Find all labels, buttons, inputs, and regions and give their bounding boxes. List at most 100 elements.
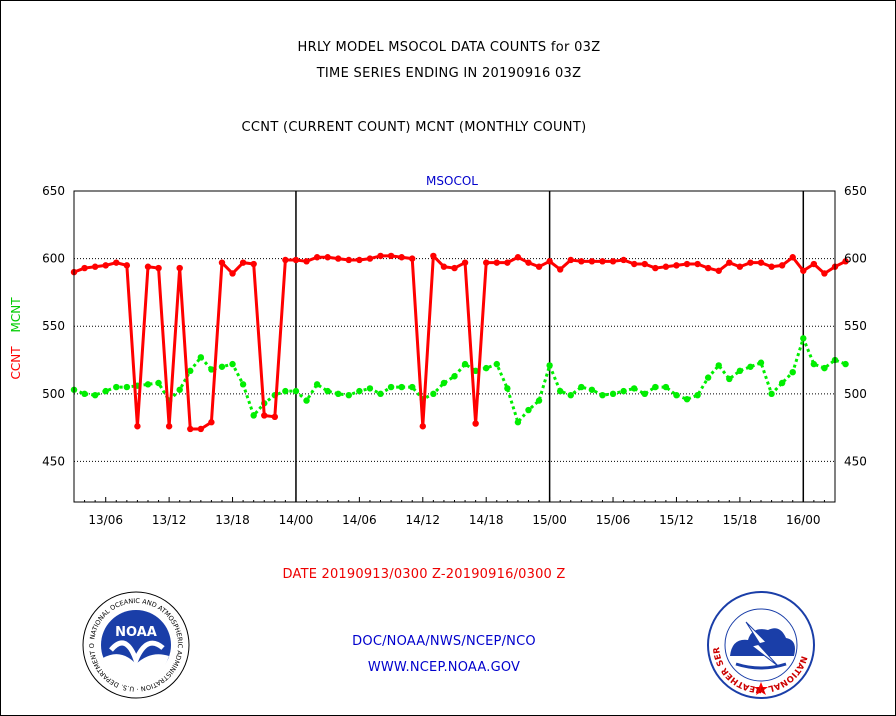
data-point-mcnt [187,367,194,375]
data-point-ccnt [768,263,775,270]
axis-layer: 650 650 600 600 550 550 500 500 450 450 13/06 13/12… [42,184,867,527]
data-point-mcnt [303,397,310,404]
data-point-ccnt [303,258,310,265]
x-tick-label: 15/00 [532,513,567,527]
data-point-ccnt [144,263,152,270]
data-point-ccnt [483,259,490,266]
data-point-mcnt [377,390,384,398]
data-point-mcnt [461,360,469,368]
data-point-ccnt [155,264,162,272]
data-point-mcnt [229,360,236,368]
data-point-mcnt [715,362,722,369]
data-point-ccnt [525,259,532,266]
data-point-ccnt [282,256,289,264]
data-point-mcnt [91,391,99,399]
y-tick-label-right: 600 [844,252,867,266]
data-point-mcnt [282,387,289,395]
data-point-ccnt [736,263,744,270]
data-point-mcnt [599,391,606,399]
series-layer [70,252,849,433]
data-point-mcnt [789,368,796,376]
data-point-mcnt [483,364,490,372]
data-point-ccnt [229,270,236,277]
data-point-mcnt [387,383,395,391]
data-point-mcnt [324,387,331,395]
y-tick-label-left: 500 [42,387,65,401]
data-point-mcnt [704,374,712,381]
data-point-mcnt [683,396,691,403]
data-point-mcnt [472,367,479,375]
data-point-ccnt [789,254,796,261]
data-point-ccnt [81,264,88,272]
data-point-mcnt [430,390,437,398]
data-point-ccnt [567,256,574,264]
data-point-mcnt [451,373,458,380]
y-tick-label-left: 450 [42,454,65,468]
data-point-ccnt [430,252,437,260]
data-point-ccnt [451,264,458,272]
data-point-ccnt [239,259,247,266]
data-point-mcnt [842,360,849,368]
data-point-ccnt [335,255,342,262]
data-point-ccnt [556,266,564,273]
data-point-mcnt [409,383,416,391]
data-point-ccnt [630,260,638,268]
data-point-mcnt [250,412,257,419]
data-point-ccnt [208,419,215,426]
data-point-mcnt [335,390,342,398]
data-point-ccnt [102,262,109,269]
x-tick-label: 15/12 [659,513,694,527]
data-point-ccnt [578,258,585,265]
website-link[interactable]: WWW.NCEP.NOAA.GOV [367,660,521,675]
data-point-ccnt [778,262,786,269]
grid-layer [74,191,835,502]
data-point-ccnt [134,423,141,430]
data-point-mcnt [535,397,543,404]
data-point-ccnt [800,267,807,274]
data-point-mcnt [208,366,215,373]
x-tick-label: 15/06 [596,513,631,527]
data-point-mcnt [778,379,786,387]
data-point-ccnt [493,259,500,266]
data-point-mcnt [493,360,500,368]
x-tick-label: 14/00 [279,513,314,527]
date-range-label: DATE 20190913/0300 Z-20190916/0300 Z [282,567,566,582]
data-point-ccnt [387,252,395,260]
data-point-mcnt [197,354,205,361]
data-point-ccnt [472,420,479,427]
x-tick-label: 14/12 [405,513,440,527]
data-point-ccnt [356,256,363,264]
x-tick-label: 15/18 [723,513,758,527]
nws-logo: NATIONAL WEATHER SERVICE [706,590,815,699]
data-point-mcnt [673,391,680,399]
data-point-ccnt [652,264,659,272]
data-point-mcnt [800,335,807,342]
data-point-ccnt [535,263,543,270]
chart-title-line1: HRLY MODEL MSOCOL DATA COUNTS for 03Z [297,40,601,55]
data-point-mcnt [144,381,152,388]
data-point-mcnt [630,385,638,392]
y-tick-label-left: 650 [42,184,65,198]
x-tick-label: 13/12 [152,513,187,527]
data-point-ccnt [461,259,469,266]
star-icon [754,682,768,695]
data-point-ccnt [715,267,722,274]
data-point-ccnt [250,260,257,268]
y-tick-label-right: 550 [844,319,867,333]
data-point-mcnt [313,381,321,388]
data-point-ccnt [504,259,511,266]
y-axis-label-ccnt: CCNT [9,346,23,380]
data-point-ccnt [218,259,226,266]
data-point-mcnt [155,379,162,387]
data-point-mcnt [525,406,532,414]
data-point-mcnt [736,367,744,375]
data-point-ccnt [546,258,553,265]
data-point-ccnt [345,256,353,264]
data-point-mcnt [176,386,183,393]
chart-title-line3: CCNT (CURRENT COUNT) MCNT (MONTHLY COUNT… [241,120,587,135]
data-point-mcnt [609,390,617,398]
data-point-mcnt [694,391,701,399]
data-point-mcnt [821,364,828,372]
org-label: DOC/NOAA/NWS/NCEP/NCO [352,634,536,649]
